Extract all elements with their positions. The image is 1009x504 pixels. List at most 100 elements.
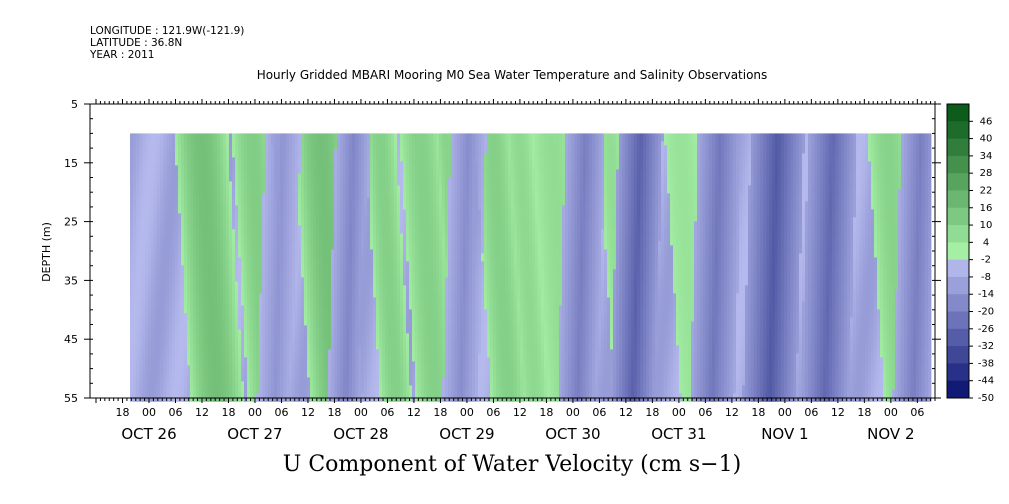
heatmap-cell: [313, 389, 317, 394]
heatmap-cell: [310, 349, 314, 354]
heatmap-cell: [277, 213, 281, 218]
heatmap-cell: [223, 285, 227, 290]
heatmap-cell: [208, 273, 212, 278]
heatmap-cell: [250, 377, 254, 382]
heatmap-cell: [229, 137, 233, 142]
heatmap-cell: [175, 285, 179, 290]
heatmap-cell: [229, 253, 233, 258]
heatmap-cell: [292, 165, 296, 170]
heatmap-cell: [256, 137, 260, 142]
heatmap-field: [130, 133, 932, 402]
heatmap-cell: [241, 285, 245, 290]
heatmap-cell: [250, 281, 254, 286]
heatmap-cell: [250, 333, 254, 338]
heatmap-cell: [235, 145, 239, 150]
heatmap-cell: [343, 221, 347, 226]
heatmap-cell: [133, 349, 137, 354]
heatmap-cell: [229, 133, 233, 138]
heatmap-cell: [352, 189, 356, 194]
heatmap-cell: [148, 169, 152, 174]
heatmap-cell: [286, 253, 290, 258]
heatmap-cell: [154, 277, 158, 282]
heatmap-cell: [271, 305, 275, 310]
heatmap-cell: [166, 185, 170, 190]
heatmap-cell: [268, 349, 272, 354]
heatmap-cell: [325, 373, 329, 378]
heatmap-cell: [274, 153, 278, 158]
heatmap-cell: [229, 353, 233, 358]
heatmap-cell: [193, 273, 197, 278]
heatmap-cell: [181, 157, 185, 162]
heatmap-cell: [295, 389, 299, 394]
heatmap-cell: [187, 365, 191, 370]
heatmap-cell: [295, 377, 299, 382]
heatmap-cell: [178, 245, 182, 250]
heatmap-cell: [160, 285, 164, 290]
heatmap-cell: [238, 325, 242, 330]
heatmap-cell: [193, 265, 197, 270]
heatmap-cell: [211, 357, 215, 362]
heatmap-cell: [202, 249, 206, 254]
heatmap-cell: [322, 229, 326, 234]
heatmap-cell: [325, 365, 329, 370]
heatmap-cell: [277, 173, 281, 178]
heatmap-cell: [223, 353, 227, 358]
heatmap-cell: [313, 209, 317, 214]
heatmap-cell: [310, 397, 314, 402]
heatmap-cell: [247, 185, 251, 190]
heatmap-cell: [310, 325, 314, 330]
heatmap-cell: [238, 345, 242, 350]
heatmap-cell: [328, 141, 332, 146]
heatmap-cell: [352, 169, 356, 174]
heatmap-cell: [235, 349, 239, 354]
heatmap-cell: [304, 321, 308, 326]
heatmap-cell: [220, 281, 224, 286]
heatmap-cell: [349, 265, 353, 270]
heatmap-cell: [274, 281, 278, 286]
heatmap-cell: [175, 205, 179, 210]
heatmap-cell: [331, 321, 335, 326]
heatmap-cell: [352, 229, 356, 234]
heatmap-cell: [142, 281, 146, 286]
heatmap-cell: [283, 229, 287, 234]
heatmap-cell: [271, 153, 275, 158]
heatmap-cell: [304, 353, 308, 358]
heatmap-cell: [142, 377, 146, 382]
heatmap-cell: [160, 353, 164, 358]
heatmap-cell: [262, 389, 266, 394]
heatmap-cell: [148, 137, 152, 142]
heatmap-cell: [301, 305, 305, 310]
heatmap-cell: [202, 153, 206, 158]
heatmap-cell: [325, 397, 329, 402]
heatmap-cell: [193, 209, 197, 214]
heatmap-cell: [271, 381, 275, 386]
heatmap-cell: [295, 341, 299, 346]
heatmap-cell: [304, 157, 308, 162]
heatmap-cell: [271, 389, 275, 394]
heatmap-cell: [262, 217, 266, 222]
heatmap-cell: [211, 229, 215, 234]
heatmap-cell: [283, 393, 287, 398]
heatmap-cell: [247, 253, 251, 258]
heatmap-cell: [265, 205, 269, 210]
heatmap-cell: [199, 185, 203, 190]
heatmap-cell: [247, 149, 251, 154]
heatmap-cell: [202, 369, 206, 374]
heatmap-cell: [331, 221, 335, 226]
heatmap-cell: [307, 237, 311, 242]
heatmap-cell: [262, 377, 266, 382]
heatmap-cell: [244, 269, 248, 274]
heatmap-cell: [196, 133, 200, 138]
heatmap-cell: [304, 145, 308, 150]
heatmap-cell: [304, 325, 308, 330]
heatmap-cell: [298, 213, 302, 218]
heatmap-cell: [160, 305, 164, 310]
heatmap-cell: [250, 185, 254, 190]
heatmap-cell: [343, 277, 347, 282]
heatmap-cell: [172, 293, 176, 298]
heatmap-cell: [217, 145, 221, 150]
heatmap-cell: [250, 145, 254, 150]
heatmap-cell: [220, 197, 224, 202]
heatmap-cell: [289, 341, 293, 346]
heatmap-cell: [322, 141, 326, 146]
